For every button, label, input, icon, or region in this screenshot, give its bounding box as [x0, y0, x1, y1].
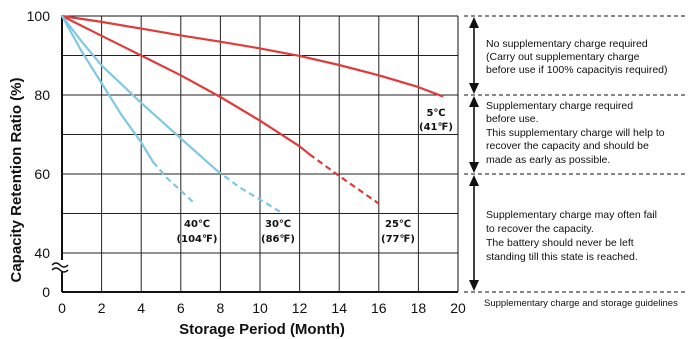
- x-tick-label-20: 20: [450, 300, 466, 316]
- zone-3-text: Supplementary charge may often fail to r…: [486, 209, 660, 263]
- series-label-40c-bottom: (104℉): [177, 234, 218, 245]
- series-label-25c-bottom: (77℉): [381, 234, 415, 245]
- x-tick-label-8: 8: [217, 300, 225, 316]
- axis-break-wave-1: [51, 262, 69, 268]
- x-tick-label-12: 12: [292, 300, 308, 316]
- series-layer: [60, 14, 444, 213]
- series-label-5c-top: 5℃: [426, 108, 445, 119]
- x-tick-label-18: 18: [411, 300, 427, 316]
- y-tick-label-0: 0: [42, 284, 50, 300]
- zone-arrow-2: [469, 96, 479, 173]
- series-line-0: [60, 14, 444, 98]
- series-label-25c-top: 25℃: [385, 219, 411, 230]
- charge-guideline-panel: No supplementary charge required (Carry …: [464, 15, 686, 309]
- x-tick-label-14: 14: [331, 300, 347, 316]
- zone-1-text: No supplementary charge required (Carry …: [486, 38, 668, 76]
- x-tick-label-4: 4: [137, 300, 145, 316]
- y-tick-label-80: 80: [34, 87, 50, 103]
- series-dashed-2: [215, 169, 281, 213]
- series-line-3: [60, 14, 155, 164]
- series-label-40c-top: 40℃: [184, 219, 210, 230]
- y-tick-label-60: 60: [34, 166, 50, 182]
- x-tick-label-0: 0: [58, 300, 66, 316]
- x-tick-label-6: 6: [177, 300, 185, 316]
- series-label-30c-top: 30℃: [265, 219, 291, 230]
- series-labels: 5℃ (41℉) 25℃ (77℉) 30℃ (86℉) 40℃ (104℉): [177, 108, 453, 245]
- series-line-1: [60, 14, 311, 156]
- axis-break-mark: [51, 260, 69, 273]
- y-tick-label-40: 40: [34, 245, 50, 261]
- series-line-2: [60, 14, 218, 172]
- x-tick-label-10: 10: [252, 300, 268, 316]
- guide-footer: Supplementary charge and storage guideli…: [484, 298, 678, 309]
- series-dashed-1: [308, 153, 380, 205]
- axis-break-wave-2: [51, 267, 69, 273]
- x-axis-title: Storage Period (Month): [179, 321, 345, 338]
- zone-arrow-3: [469, 175, 479, 291]
- series-dashed-3: [152, 161, 194, 203]
- grid-lines: [61, 15, 459, 292]
- plot-frame: [61, 15, 459, 293]
- zone-2-text: Supplementary charge required before use…: [486, 100, 668, 166]
- tick-labels: 0 2 4 6 8 10 12 14 16 18 20 100 80 60 40 0: [27, 8, 466, 316]
- x-tick-label-16: 16: [371, 300, 387, 316]
- series-label-5c-bottom: (41℉): [419, 122, 453, 133]
- y-tick-label-100: 100: [27, 8, 51, 24]
- series-label-30c-bottom: (86℉): [261, 234, 295, 245]
- zone-arrow-1: [469, 17, 479, 94]
- x-tick-label-2: 2: [98, 300, 106, 316]
- y-axis-title: Capacity Retention Ratio (%): [8, 77, 25, 282]
